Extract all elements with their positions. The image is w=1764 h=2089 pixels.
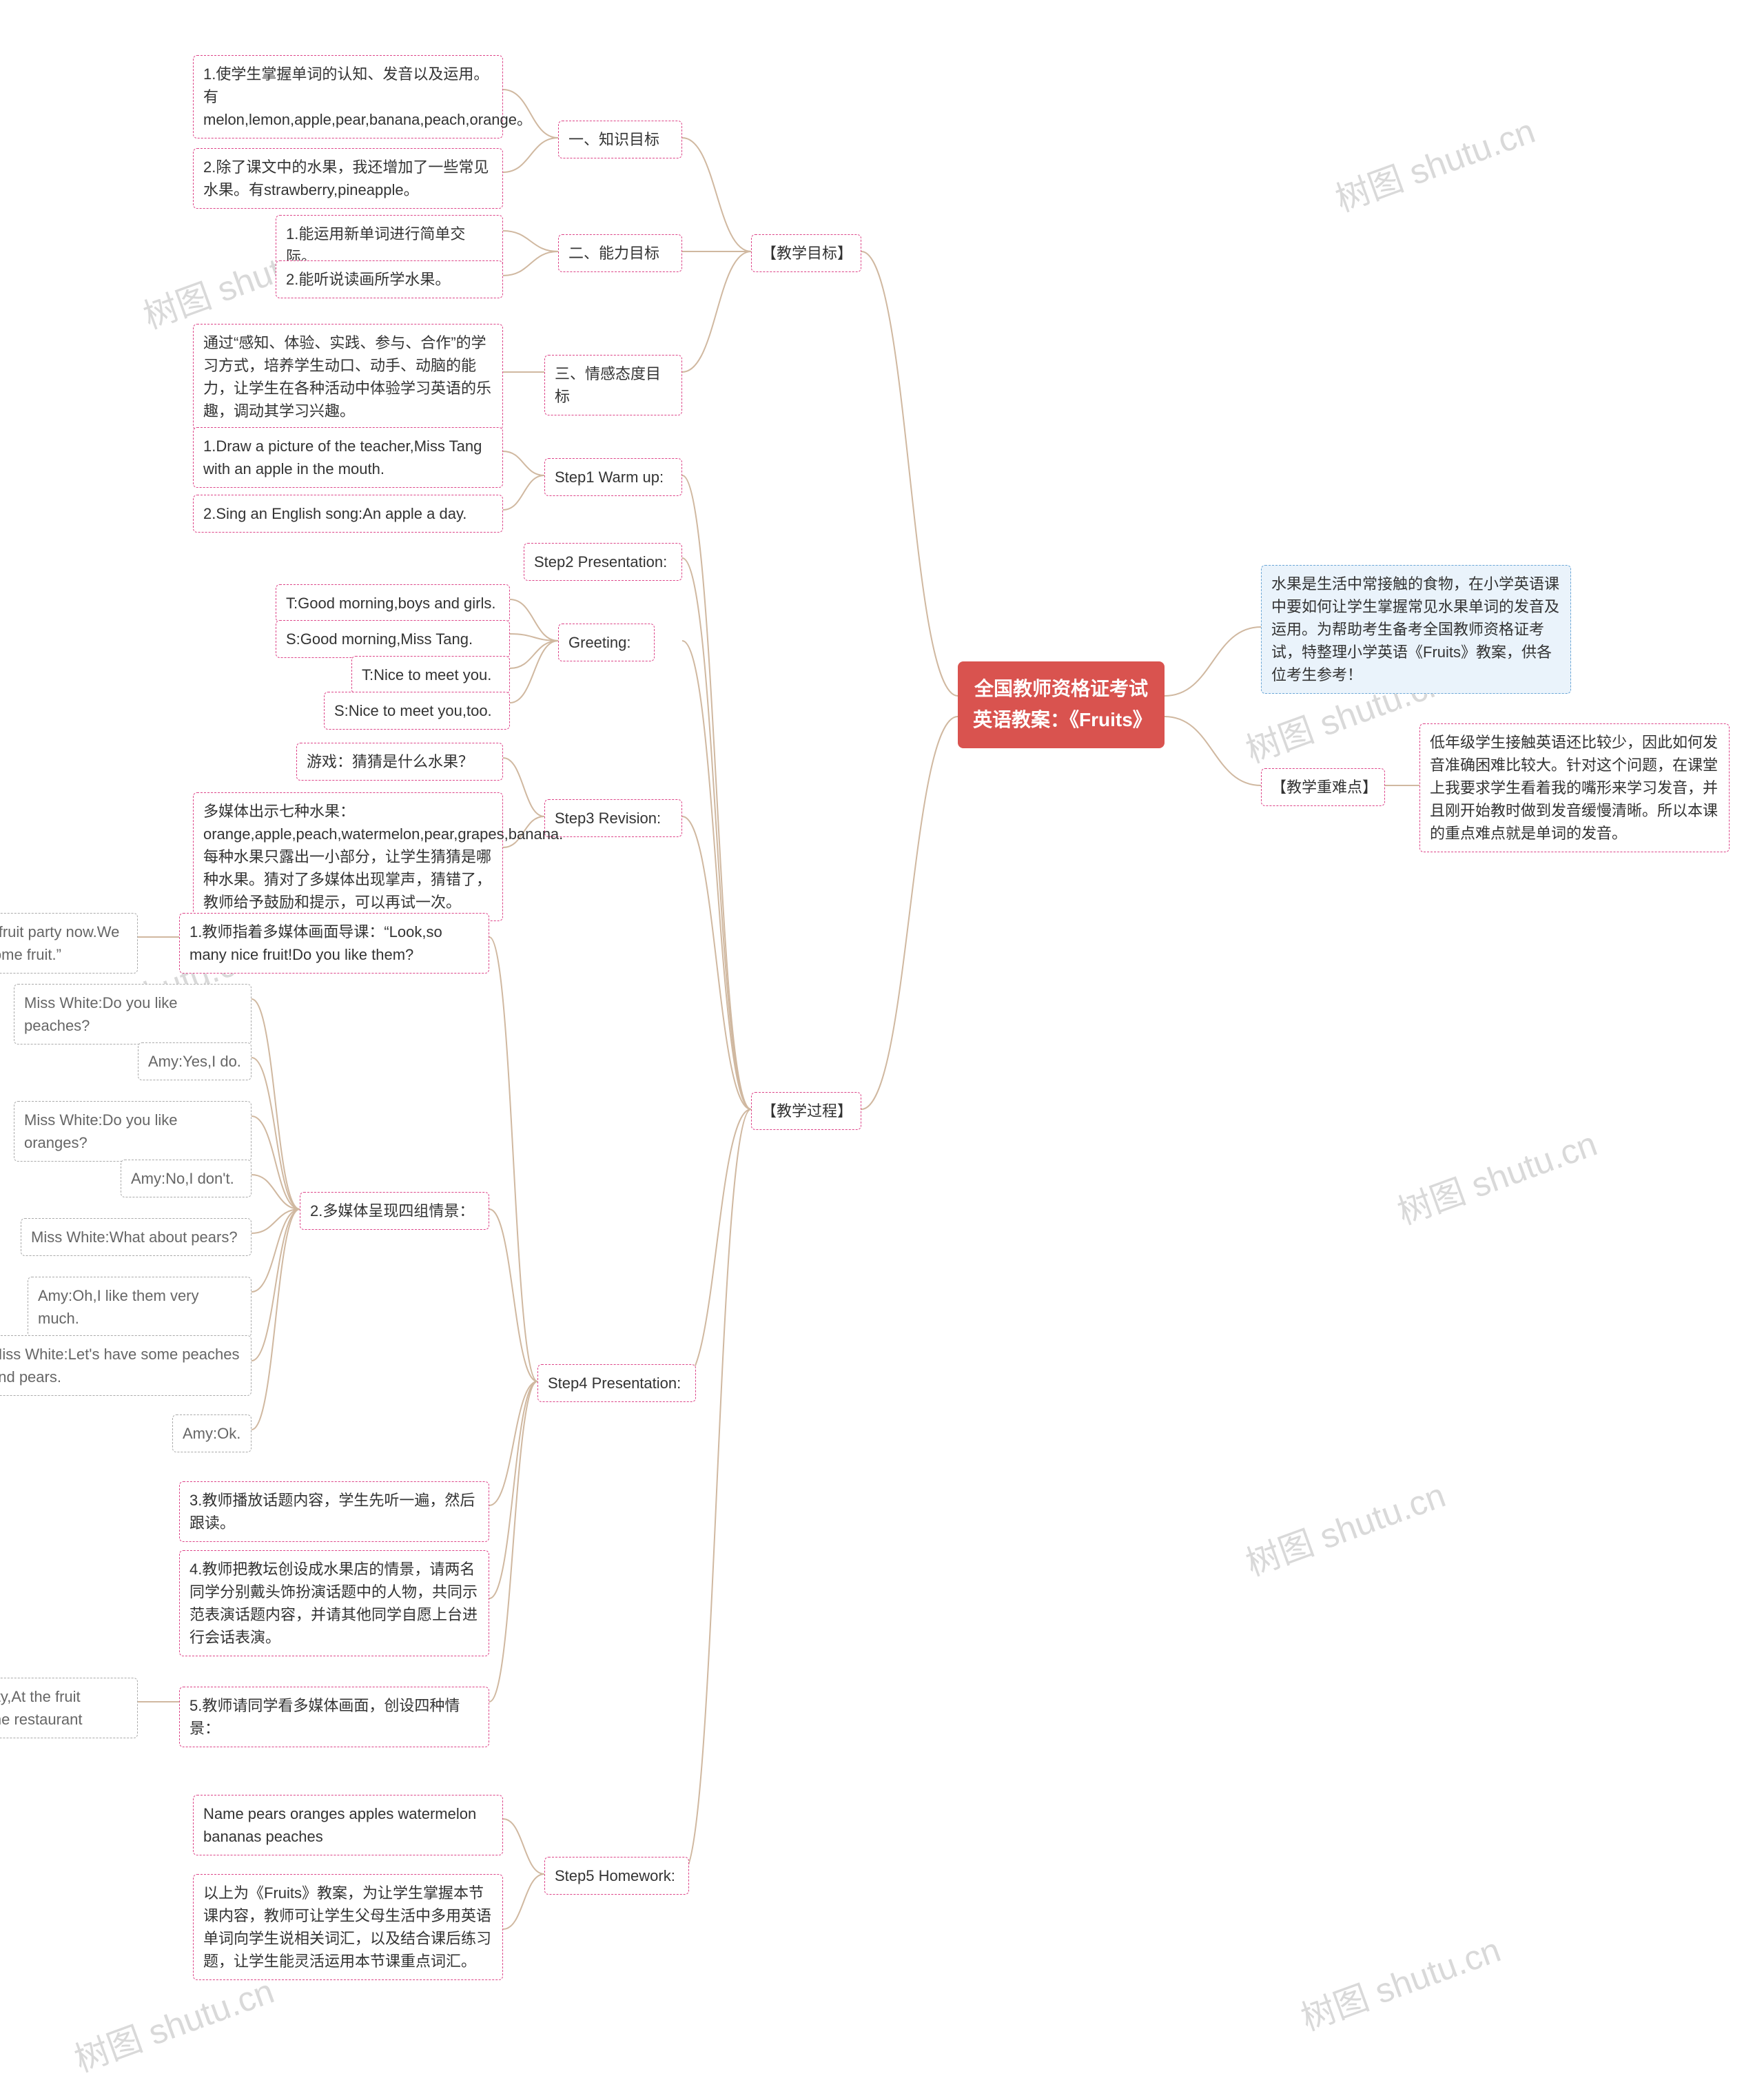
dialog-5: Miss White:What about pears? — [21, 1218, 252, 1256]
step4-p4: 4.教师把教坛创设成水果店的情景，请两名同学分别戴头饰扮演话题中的人物，共同示范… — [179, 1550, 489, 1656]
goal-2-item-2: 2.能听说读画所学水果。 — [276, 260, 503, 298]
step3-label: Step3 Revision: — [544, 799, 682, 837]
step1-label: Step1 Warm up: — [544, 458, 682, 496]
process-label: 【教学过程】 — [751, 1092, 861, 1130]
dialog-8: Amy:Ok. — [172, 1414, 252, 1452]
watermark: 树图 shutu.cn — [1328, 103, 1541, 221]
goal-1-item-2: 2.除了课文中的水果，我还增加了一些常见水果。有strawberry,pinea… — [193, 148, 503, 209]
watermark: 树图 shutu.cn — [1238, 1468, 1451, 1585]
greeting-1: T:Good morning,boys and girls. — [276, 584, 510, 622]
dialog-6: Amy:Oh,I like them very much. — [28, 1277, 252, 1337]
step4-label: Step4 Presentation: — [537, 1364, 696, 1402]
dialog-4: Amy:No,I don't. — [121, 1160, 252, 1197]
step4-p3: 3.教师播放话题内容，学生先听一遍，然后跟读。 — [179, 1481, 489, 1542]
step4-p1: 1.教师指着多媒体画面导课：“Look,so many nice fruit!D… — [179, 913, 489, 974]
step3-item-1: 游戏：猜猜是什么水果？ — [296, 743, 503, 781]
step4-p5: 5.教师请同学看多媒体画面，创设四种情景： — [179, 1687, 489, 1747]
goal-3-label: 三、情感态度目标 — [544, 355, 682, 415]
watermark: 树图 shutu.cn — [67, 1964, 280, 2081]
step4-p5-sub: At the birthday party,At the fruit shop,… — [0, 1678, 138, 1738]
step1-item-2: 2.Sing an English song:An apple a day. — [193, 495, 503, 533]
intro-note: 水果是生活中常接触的食物，在小学英语课中要如何让学生掌握常见水果单词的发音及运用… — [1261, 565, 1571, 694]
goal-2-label: 二、能力目标 — [558, 234, 682, 272]
step1-item-1: 1.Draw a picture of the teacher,Miss Tan… — [193, 427, 503, 488]
greeting-4: S:Nice to meet you,too. — [324, 692, 510, 730]
step5-item-1: Name pears oranges apples watermelon ban… — [193, 1795, 503, 1855]
greeting-2: S:Good morning,Miss Tang. — [276, 620, 510, 658]
step5-label: Step5 Homework: — [544, 1857, 689, 1895]
goals-label: 【教学目标】 — [751, 234, 861, 272]
root-node: 全国教师资格证考试英语教案：《Fruits》 — [958, 661, 1165, 748]
goal-3-item-1: 通过“感知、体验、实践、参与、合作”的学习方式，培养学生动口、动手、动脑的能力，… — [193, 324, 503, 430]
difficulty-label: 【教学重难点】 — [1261, 768, 1385, 806]
watermark: 树图 shutu.cn — [1390, 1116, 1603, 1234]
dialog-1: Miss White:Do you like peaches? — [14, 984, 252, 1044]
difficulty-text: 低年级学生接触英语还比较少，因此如何发音准确困难比较大。针对这个问题，在课堂上我… — [1419, 723, 1730, 852]
step2-label: Step2 Presentation: — [524, 543, 682, 581]
goal-1-item-1: 1.使学生掌握单词的认知、发音以及运用。有melon,lemon,apple,p… — [193, 55, 503, 138]
greeting-3: T:Nice to meet you. — [351, 656, 510, 694]
dialog-7: Miss White:Let's have some peaches and p… — [0, 1335, 252, 1396]
step4-p1-sub: T：“Ok.Let's have fruit party now.We are … — [0, 913, 138, 974]
watermark: 树图 shutu.cn — [1293, 1922, 1506, 2040]
step4-p2: 2.多媒体呈现四组情景： — [300, 1192, 489, 1230]
greeting-label: Greeting: — [558, 624, 655, 661]
dialog-3: Miss White:Do you like oranges? — [14, 1101, 252, 1162]
connector-layer — [0, 0, 1764, 2089]
dialog-2: Amy:Yes,I do. — [138, 1042, 252, 1080]
step5-item-2: 以上为《Fruits》教案，为让学生掌握本节课内容，教师可让学生父母生活中多用英… — [193, 1874, 503, 1980]
step3-item-2: 多媒体出示七种水果：orange,apple,peach,watermelon,… — [193, 792, 503, 921]
goal-1-label: 一、知识目标 — [558, 121, 682, 158]
